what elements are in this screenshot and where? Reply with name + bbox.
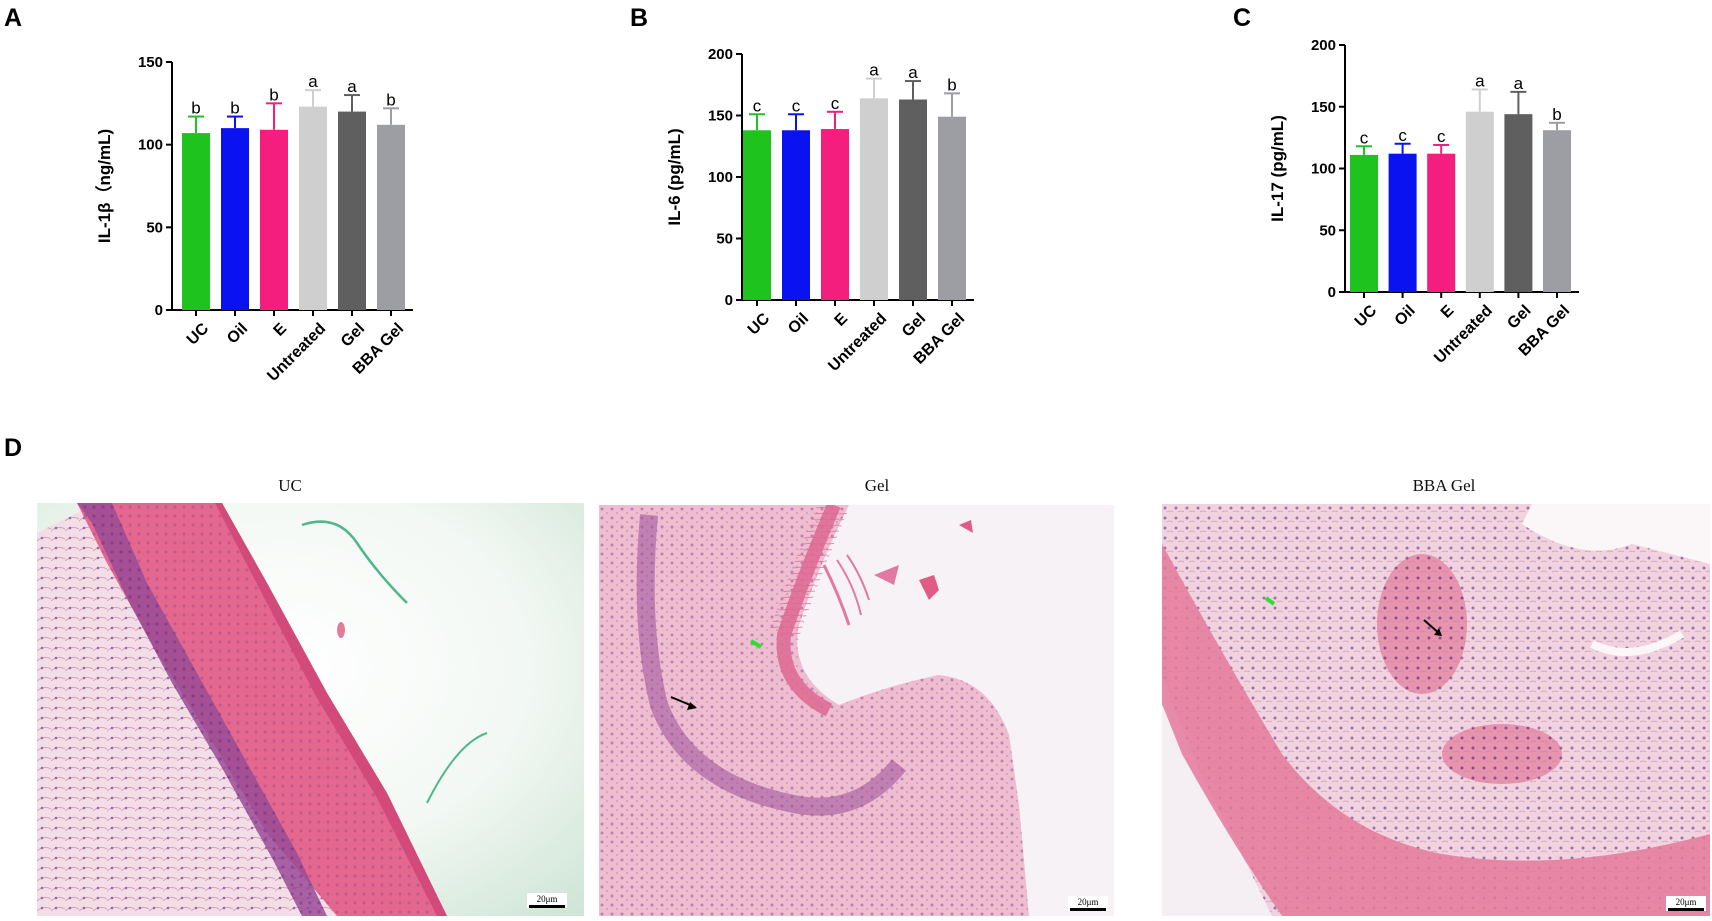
y-tick-label: 100 bbox=[708, 169, 733, 186]
y-tick-label: 150 bbox=[708, 108, 733, 125]
significance-letter: b bbox=[269, 85, 278, 104]
y-axis-label: IL-1β（ng/mL) bbox=[94, 129, 114, 243]
chart-a: 050100150IL-1β（ng/mL)bUCbOilbEaUntreated… bbox=[94, 54, 413, 385]
y-tick-label: 50 bbox=[716, 231, 733, 248]
bar-uc bbox=[182, 133, 210, 310]
bar-uc bbox=[1350, 154, 1378, 292]
x-tick-label: E bbox=[271, 320, 291, 340]
scale-bar-uc: 20μm bbox=[527, 893, 567, 908]
panel-letter-c: C bbox=[1233, 4, 1252, 32]
x-tick-label: UC bbox=[1352, 302, 1381, 331]
panel-letter-d: D bbox=[4, 434, 23, 462]
micrograph-title-bba-gel: BBA Gel bbox=[1412, 476, 1476, 495]
y-tick-label: 50 bbox=[146, 219, 163, 236]
x-tick-label: Gel bbox=[338, 320, 368, 350]
bar-bba-gel bbox=[377, 124, 405, 311]
significance-letter: c bbox=[831, 94, 840, 113]
x-tick-label: UC bbox=[184, 320, 213, 349]
scale-bar-label: 20μm bbox=[1675, 897, 1697, 907]
x-tick-label: Oil bbox=[224, 320, 251, 347]
scale-bar-line bbox=[1070, 908, 1106, 911]
scale-bar-label: 20μm bbox=[1077, 897, 1099, 907]
y-axis-label: IL-17 (pg/mL) bbox=[1268, 115, 1287, 222]
bar-e bbox=[1427, 153, 1456, 292]
y-tick-label: 0 bbox=[155, 302, 163, 319]
y-tick-label: 0 bbox=[725, 292, 733, 309]
significance-letter: a bbox=[347, 77, 357, 96]
significance-letter: a bbox=[1475, 71, 1485, 90]
significance-letter: a bbox=[1514, 74, 1524, 93]
y-tick-label: 100 bbox=[1311, 161, 1336, 178]
micrograph-bba-gel: 20μm bbox=[1162, 504, 1710, 916]
x-tick-label: Gel bbox=[899, 310, 929, 340]
micrograph-bba-gel-image bbox=[1162, 504, 1710, 916]
bar-oil bbox=[221, 128, 249, 310]
significance-letter: b bbox=[386, 90, 395, 109]
scale-bar-line bbox=[1668, 908, 1704, 911]
scale-bar-bba-gel: 20μm bbox=[1666, 896, 1706, 911]
significance-letter: c bbox=[1437, 127, 1446, 146]
significance-letter: c bbox=[792, 96, 801, 115]
bar-untreated bbox=[1465, 111, 1494, 292]
scale-bar-label: 20μm bbox=[536, 894, 558, 904]
significance-letter: c bbox=[1360, 128, 1369, 147]
x-tick-label: E bbox=[1438, 302, 1458, 322]
significance-letter: c bbox=[753, 96, 762, 115]
y-tick-label: 200 bbox=[708, 46, 733, 63]
significance-letter: b bbox=[191, 99, 200, 118]
significance-letter: a bbox=[308, 72, 318, 91]
scale-bar-gel: 20μm bbox=[1068, 896, 1108, 911]
micrograph-title-gel: Gel bbox=[864, 476, 890, 495]
x-tick-label: Oil bbox=[1392, 302, 1419, 329]
bar-bba-gel bbox=[1543, 130, 1571, 292]
bar-charts: 050100150IL-1β（ng/mL)bUCbOilbEaUntreated… bbox=[94, 37, 1579, 385]
y-axis-label: IL-6 (pg/mL) bbox=[665, 128, 684, 225]
bar-bba-gel bbox=[938, 116, 966, 300]
bar-gel bbox=[899, 99, 927, 300]
bar-untreated bbox=[860, 98, 888, 300]
bar-e bbox=[821, 129, 849, 300]
significance-letter: b bbox=[947, 75, 956, 94]
y-tick-label: 150 bbox=[138, 54, 163, 71]
panel-letter-a: A bbox=[4, 4, 23, 32]
bar-gel bbox=[338, 111, 366, 310]
micrograph-title-uc: UC bbox=[278, 476, 302, 495]
bar-untreated bbox=[299, 106, 327, 310]
x-tick-label: Gel bbox=[1504, 302, 1534, 332]
significance-letter: a bbox=[908, 63, 918, 82]
micrograph-uc-image bbox=[37, 503, 584, 916]
bar-oil bbox=[782, 130, 810, 300]
y-tick-label: 200 bbox=[1311, 37, 1336, 54]
significance-letter: a bbox=[869, 61, 879, 80]
bar-e bbox=[260, 129, 288, 310]
significance-letter: b bbox=[230, 99, 239, 118]
significance-letter: b bbox=[1552, 105, 1561, 124]
panel-letter-b: B bbox=[630, 4, 649, 32]
y-tick-label: 0 bbox=[1328, 284, 1336, 301]
bar-gel bbox=[1504, 114, 1533, 292]
x-tick-label: UC bbox=[745, 310, 774, 339]
bar-uc bbox=[743, 130, 771, 300]
bar-oil bbox=[1388, 153, 1417, 292]
scale-bar-line bbox=[529, 905, 565, 908]
significance-letter: c bbox=[1398, 126, 1407, 145]
x-tick-label: Oil bbox=[785, 310, 812, 337]
y-tick-label: 50 bbox=[1319, 222, 1336, 239]
y-tick-label: 100 bbox=[138, 137, 163, 154]
x-tick-label: E bbox=[832, 310, 852, 330]
micrograph-gel: 20μm bbox=[599, 505, 1114, 916]
y-tick-label: 150 bbox=[1311, 99, 1336, 116]
micrograph-uc: 20μm bbox=[37, 503, 584, 916]
micrograph-gel-image bbox=[599, 505, 1114, 916]
